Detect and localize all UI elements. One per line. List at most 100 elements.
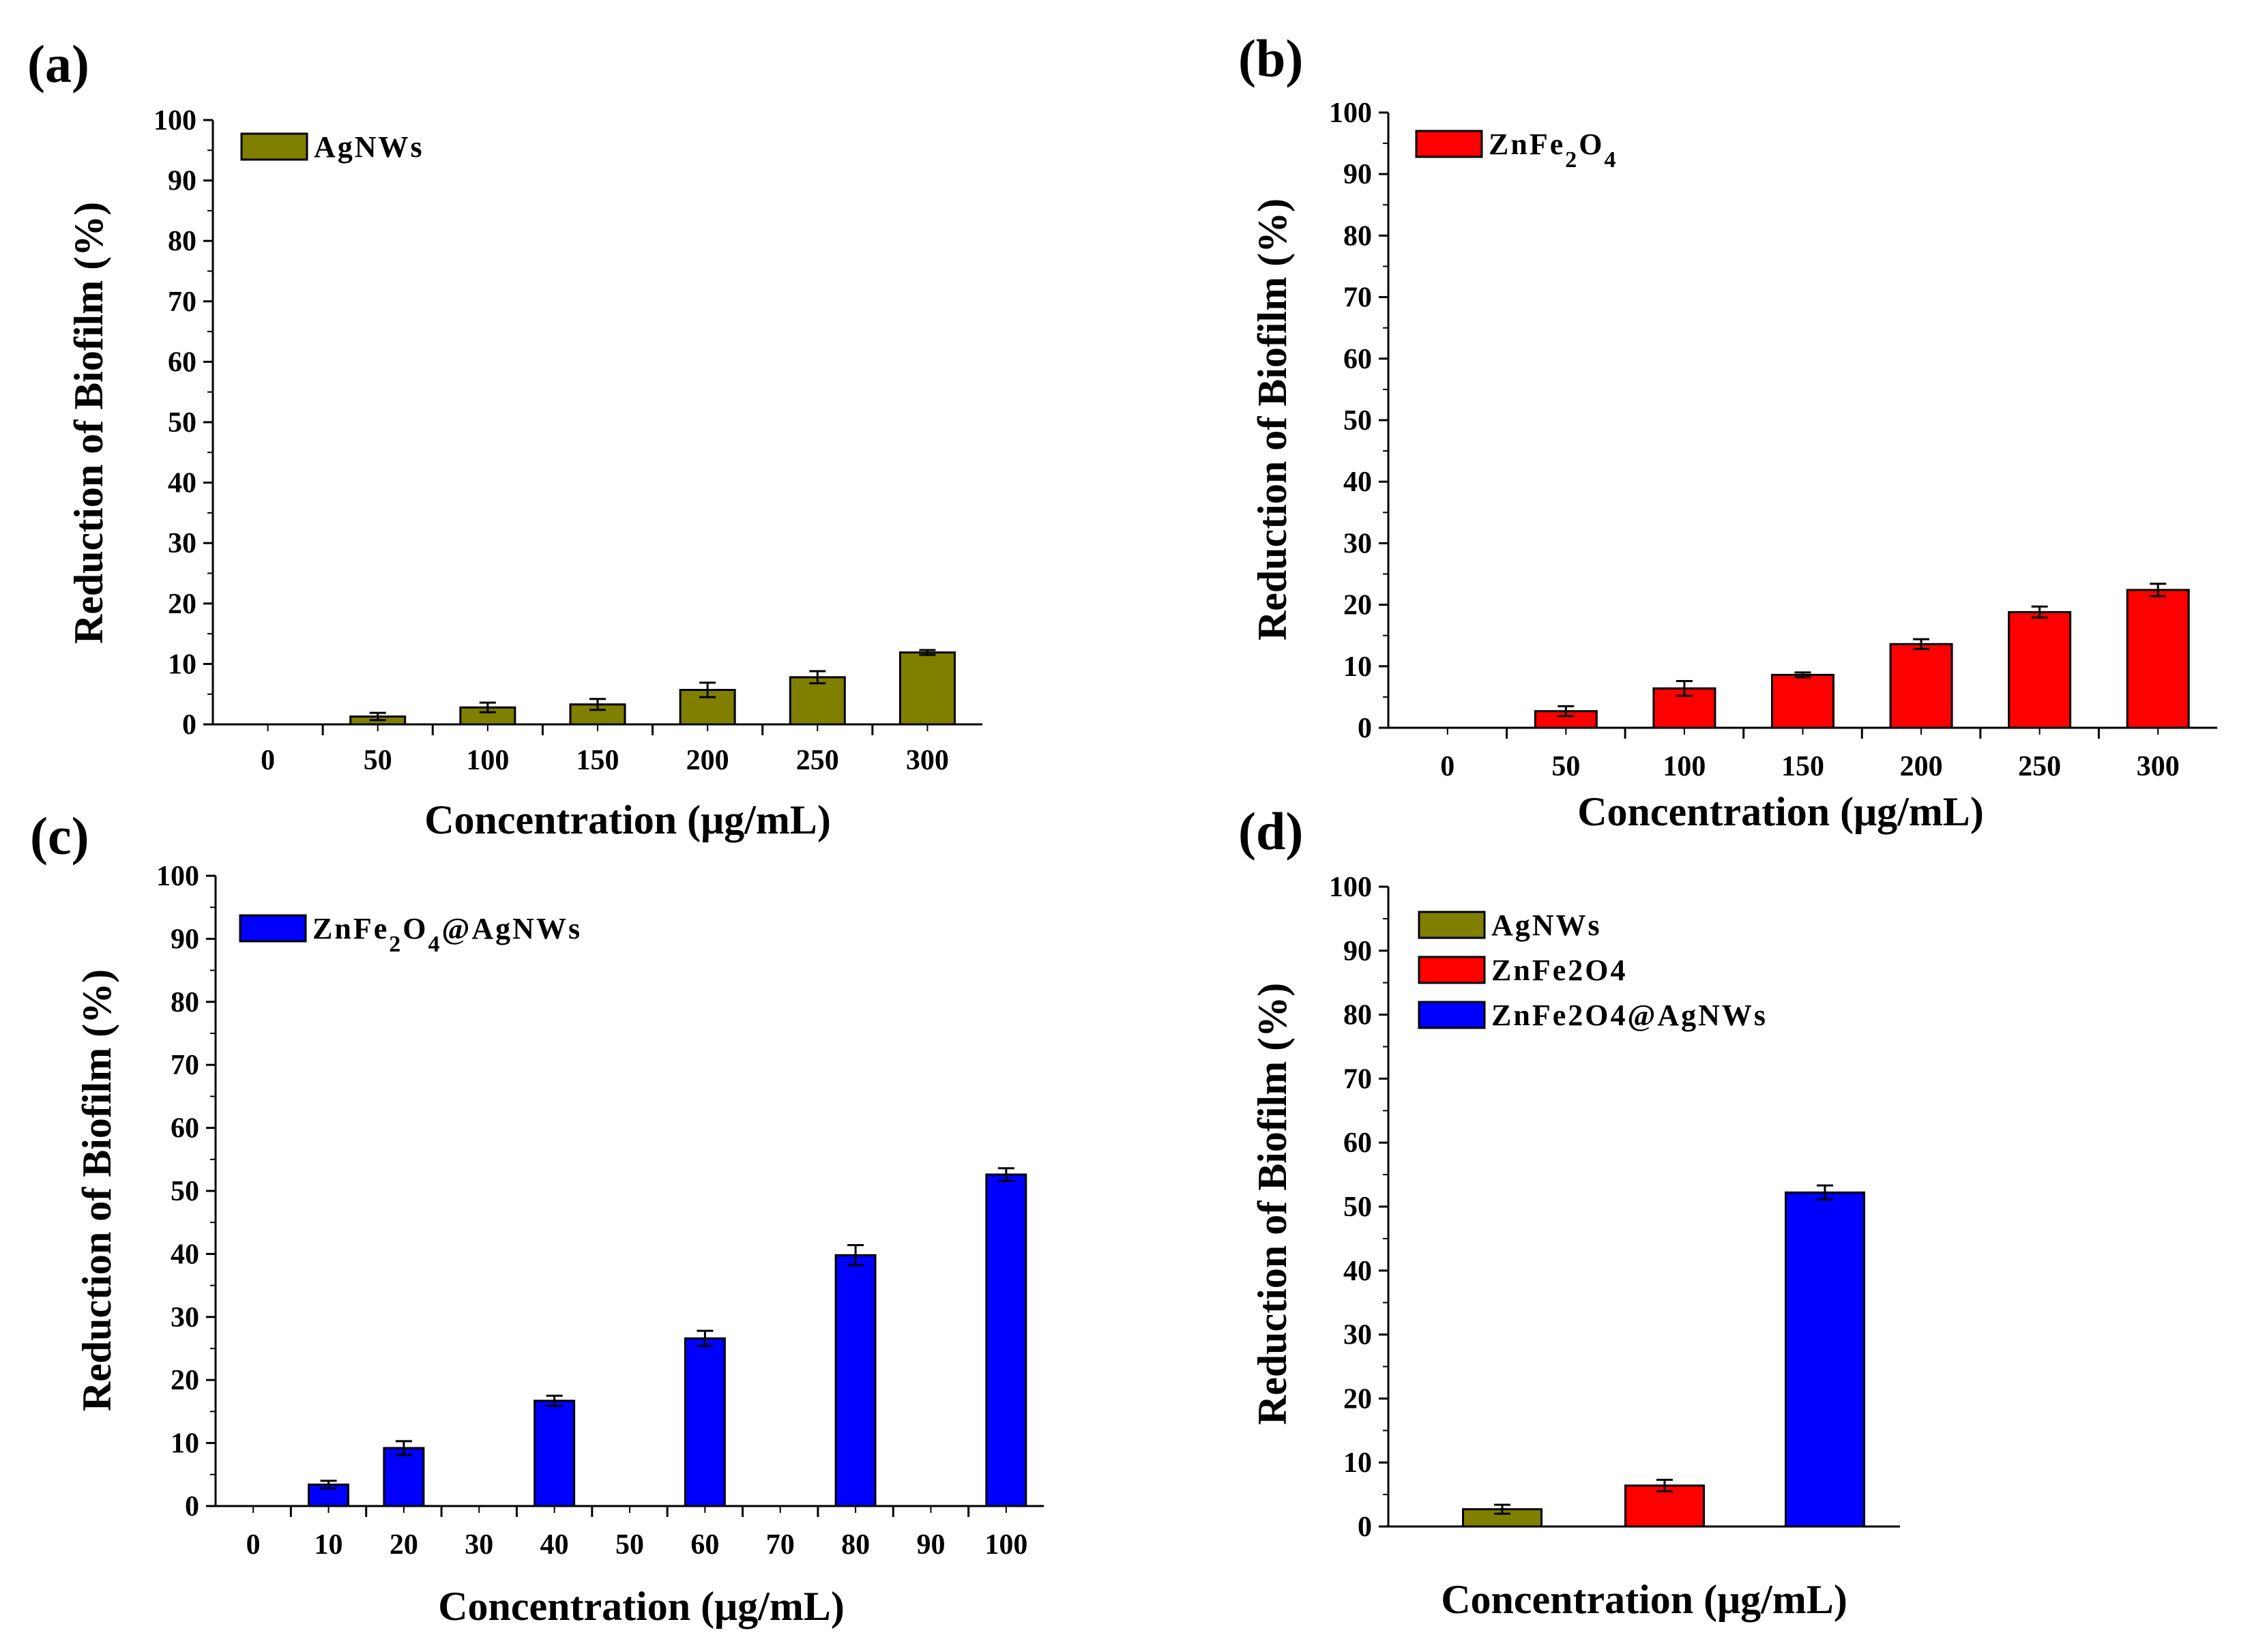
y-tick-label: 90 [1343,936,1372,967]
y-tick-label: 90 [171,924,199,955]
y-tick-label: 60 [1343,344,1372,375]
y-tick-label: 20 [168,589,196,620]
bar [834,1254,877,1507]
y-axis-title: Reduction of Biofilm (%) [74,969,119,1411]
x-axis-title: Concentration (μg/mL) [1441,1577,1847,1622]
y-tick-label: 50 [171,1176,199,1207]
x-axis-title: Concentration (μg/mL) [1577,789,1984,834]
bar [684,1337,726,1507]
y-tick-label: 20 [171,1365,199,1396]
legend: ZnFe2O4@AgNWs [239,912,582,957]
bar [1889,643,1953,729]
x-tick-label: 300 [2137,751,2180,782]
bar [533,1400,576,1507]
x-tick-label: 100 [1663,751,1706,782]
y-tick-label: 40 [168,468,196,499]
bar [985,1173,1027,1507]
y-tick-label: 60 [171,1113,199,1145]
y-tick-label: 80 [1343,1000,1372,1031]
legend-swatch [1418,956,1486,984]
bar [898,651,956,726]
legend-swatch [1418,1001,1486,1029]
y-tick-label: 10 [168,649,196,680]
y-tick-label: 90 [1343,159,1372,190]
y-axis-title: Reduction of Biofilm (%) [1250,983,1295,1425]
legend-label: AgNWs [1491,909,1602,942]
x-tick-label: 10 [315,1529,343,1561]
y-tick-label: 80 [168,226,196,257]
legend-entry: ZnFe2O4 [1418,954,1627,987]
x-tick-label: 200 [1900,751,1943,782]
y-tick-label: 70 [1343,282,1372,314]
x-tick-label: 300 [906,745,949,776]
panel-a: (a) 0 10 20 30 40 50 60 70 80 90 100 Reduction of Bi… [27,34,982,842]
y-tick-label: 10 [1343,1447,1372,1479]
bar [1624,1484,1705,1528]
x-tick-label: 50 [615,1529,644,1561]
x-tick-label: 100 [984,1529,1027,1561]
x-tick-label: 0 [246,1529,261,1561]
x-axis-title: Concentration (μg/mL) [424,797,831,842]
legend-swatch [1418,911,1486,939]
panel-c: (c) 0 10 20 30 40 50 60 70 80 90 100 Reduction of Bi… [30,806,1044,1629]
legend-label: ZnFe2O4 [1491,954,1627,987]
x-tick-label: 30 [465,1529,493,1561]
y-tick-label: 100 [153,105,196,136]
panel-label: (d) [1238,801,1303,861]
legend-label: ZnFe2O4@AgNWs [1491,999,1768,1032]
x-tick-label: 0 [261,745,275,776]
y-tick-label: 50 [168,407,196,439]
panel-label: (c) [30,806,89,866]
y-tick-label: 50 [1343,405,1372,437]
legend-swatch [1415,130,1483,158]
legend-swatch [239,914,307,943]
panel-d: (d) 0 10 20 30 40 50 60 70 80 90 100 Reduction of Bi… [1238,801,1900,1622]
y-tick-label: 10 [1343,651,1372,683]
y-tick-label: 20 [1343,590,1372,621]
x-axis-title: Concentration (μg/mL) [438,1584,845,1629]
y-tick-label: 40 [171,1239,199,1270]
y-tick-label: 80 [171,987,199,1018]
legend-label: ZnFe2O4@AgNWs [312,912,582,957]
y-tick-label: 20 [1343,1383,1372,1415]
y-tick-label: 100 [1329,98,1372,129]
y-tick-label: 40 [1343,467,1372,498]
x-tick-label: 70 [766,1529,795,1561]
legend-entry: AgNWs [1418,909,1602,942]
bar [1771,673,1834,729]
y-tick-label: 50 [1343,1192,1372,1223]
bar [383,1447,425,1507]
y-tick-label: 0 [1358,713,1372,744]
y-tick-label: 70 [168,286,196,318]
legend-entry: ZnFe2O4@AgNWs [1418,999,1768,1032]
bar [2008,610,2072,729]
y-tick-label: 60 [168,346,196,378]
y-tick-label: 30 [168,528,196,559]
x-tick-label: 250 [796,745,839,776]
y-tick-label: 30 [171,1302,199,1333]
panel-b: (b) 0 10 20 30 40 50 60 70 80 90 100 Reduction of Bi… [1238,29,2217,834]
x-tick-label: 150 [576,745,619,776]
x-tick-label: 40 [540,1529,569,1561]
legend-swatch [240,132,308,161]
y-tick-label: 0 [182,709,196,741]
y-tick-label: 70 [171,1050,199,1081]
y-tick-label: 40 [1343,1256,1372,1287]
y-tick-label: 30 [1343,1320,1372,1351]
y-tick-label: 80 [1343,220,1372,252]
x-tick-label: 200 [686,745,729,776]
x-tick-label: 80 [841,1529,870,1561]
x-tick-label: 150 [1781,751,1824,782]
x-tick-label: 20 [390,1529,418,1561]
x-tick-label: 90 [916,1529,945,1561]
y-tick-label: 90 [168,166,196,197]
x-tick-label: 250 [2018,751,2061,782]
x-tick-label: 50 [1551,751,1580,782]
bar [1785,1191,1865,1528]
y-axis-title: Reduction of Biofilm (%) [66,202,111,644]
x-tick-label: 50 [364,745,392,776]
y-tick-label: 100 [1329,872,1372,903]
legend: ZnFe2O4 [1415,128,1615,173]
panel-label: (b) [1238,29,1303,88]
